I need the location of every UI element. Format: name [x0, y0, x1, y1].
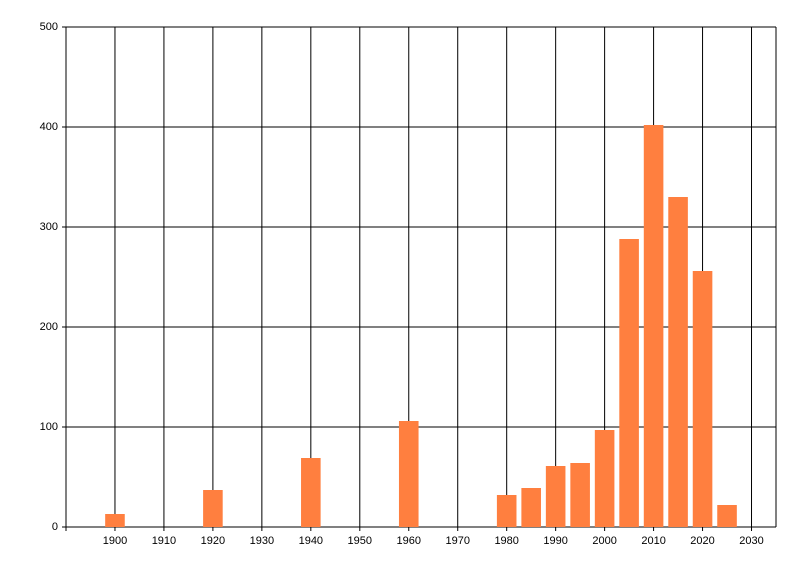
bar — [668, 197, 688, 527]
x-tick-label: 2020 — [690, 535, 714, 547]
bar — [203, 490, 223, 527]
y-tick-label: 500 — [40, 21, 58, 33]
bar — [521, 488, 541, 527]
x-tick-label: 1980 — [494, 535, 518, 547]
bar — [619, 239, 639, 527]
x-tick-label: 2010 — [641, 535, 665, 547]
x-tick-label: 1970 — [445, 535, 469, 547]
bar — [545, 466, 566, 527]
x-tick-label: 1940 — [299, 535, 323, 547]
x-tick-label: 1960 — [397, 535, 421, 547]
bar — [301, 458, 321, 527]
bar — [496, 495, 517, 527]
x-tick-label: 1920 — [201, 535, 225, 547]
x-tick-label: 1910 — [152, 535, 176, 547]
bar — [570, 463, 590, 527]
bar — [594, 430, 615, 527]
bar — [643, 125, 664, 527]
y-tick-label: 300 — [40, 221, 58, 233]
bar — [398, 421, 419, 527]
x-tick-label: 1900 — [103, 535, 127, 547]
y-tick-label: 200 — [40, 321, 58, 333]
y-tick-label: 400 — [40, 121, 58, 133]
y-tick-label: 100 — [40, 421, 58, 433]
x-tick-label: 2030 — [739, 535, 763, 547]
y-tick-label: 0 — [52, 521, 58, 533]
x-tick-label: 1990 — [543, 535, 567, 547]
bar — [692, 271, 713, 527]
x-tick-label: 2000 — [592, 535, 616, 547]
bar — [717, 505, 737, 527]
bar — [105, 514, 125, 527]
x-tick-label: 1930 — [250, 535, 274, 547]
x-tick-label: 1950 — [348, 535, 372, 547]
